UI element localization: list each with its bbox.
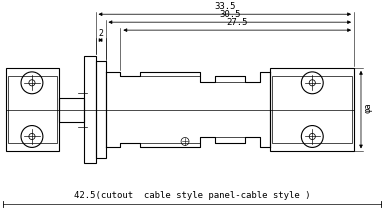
Text: φa: φa xyxy=(364,102,373,113)
Text: 2: 2 xyxy=(98,29,103,38)
Text: 27.5: 27.5 xyxy=(227,18,248,27)
Bar xyxy=(270,68,354,151)
Bar xyxy=(8,76,57,143)
Bar xyxy=(84,56,96,163)
Text: 42.5(cutout  cable style panel-cable style ): 42.5(cutout cable style panel-cable styl… xyxy=(74,191,310,200)
Bar xyxy=(96,61,106,158)
Bar xyxy=(271,76,352,143)
Text: 33.5: 33.5 xyxy=(214,2,235,11)
Bar xyxy=(6,68,59,151)
Text: 30.5: 30.5 xyxy=(219,10,240,19)
Bar xyxy=(59,98,84,122)
